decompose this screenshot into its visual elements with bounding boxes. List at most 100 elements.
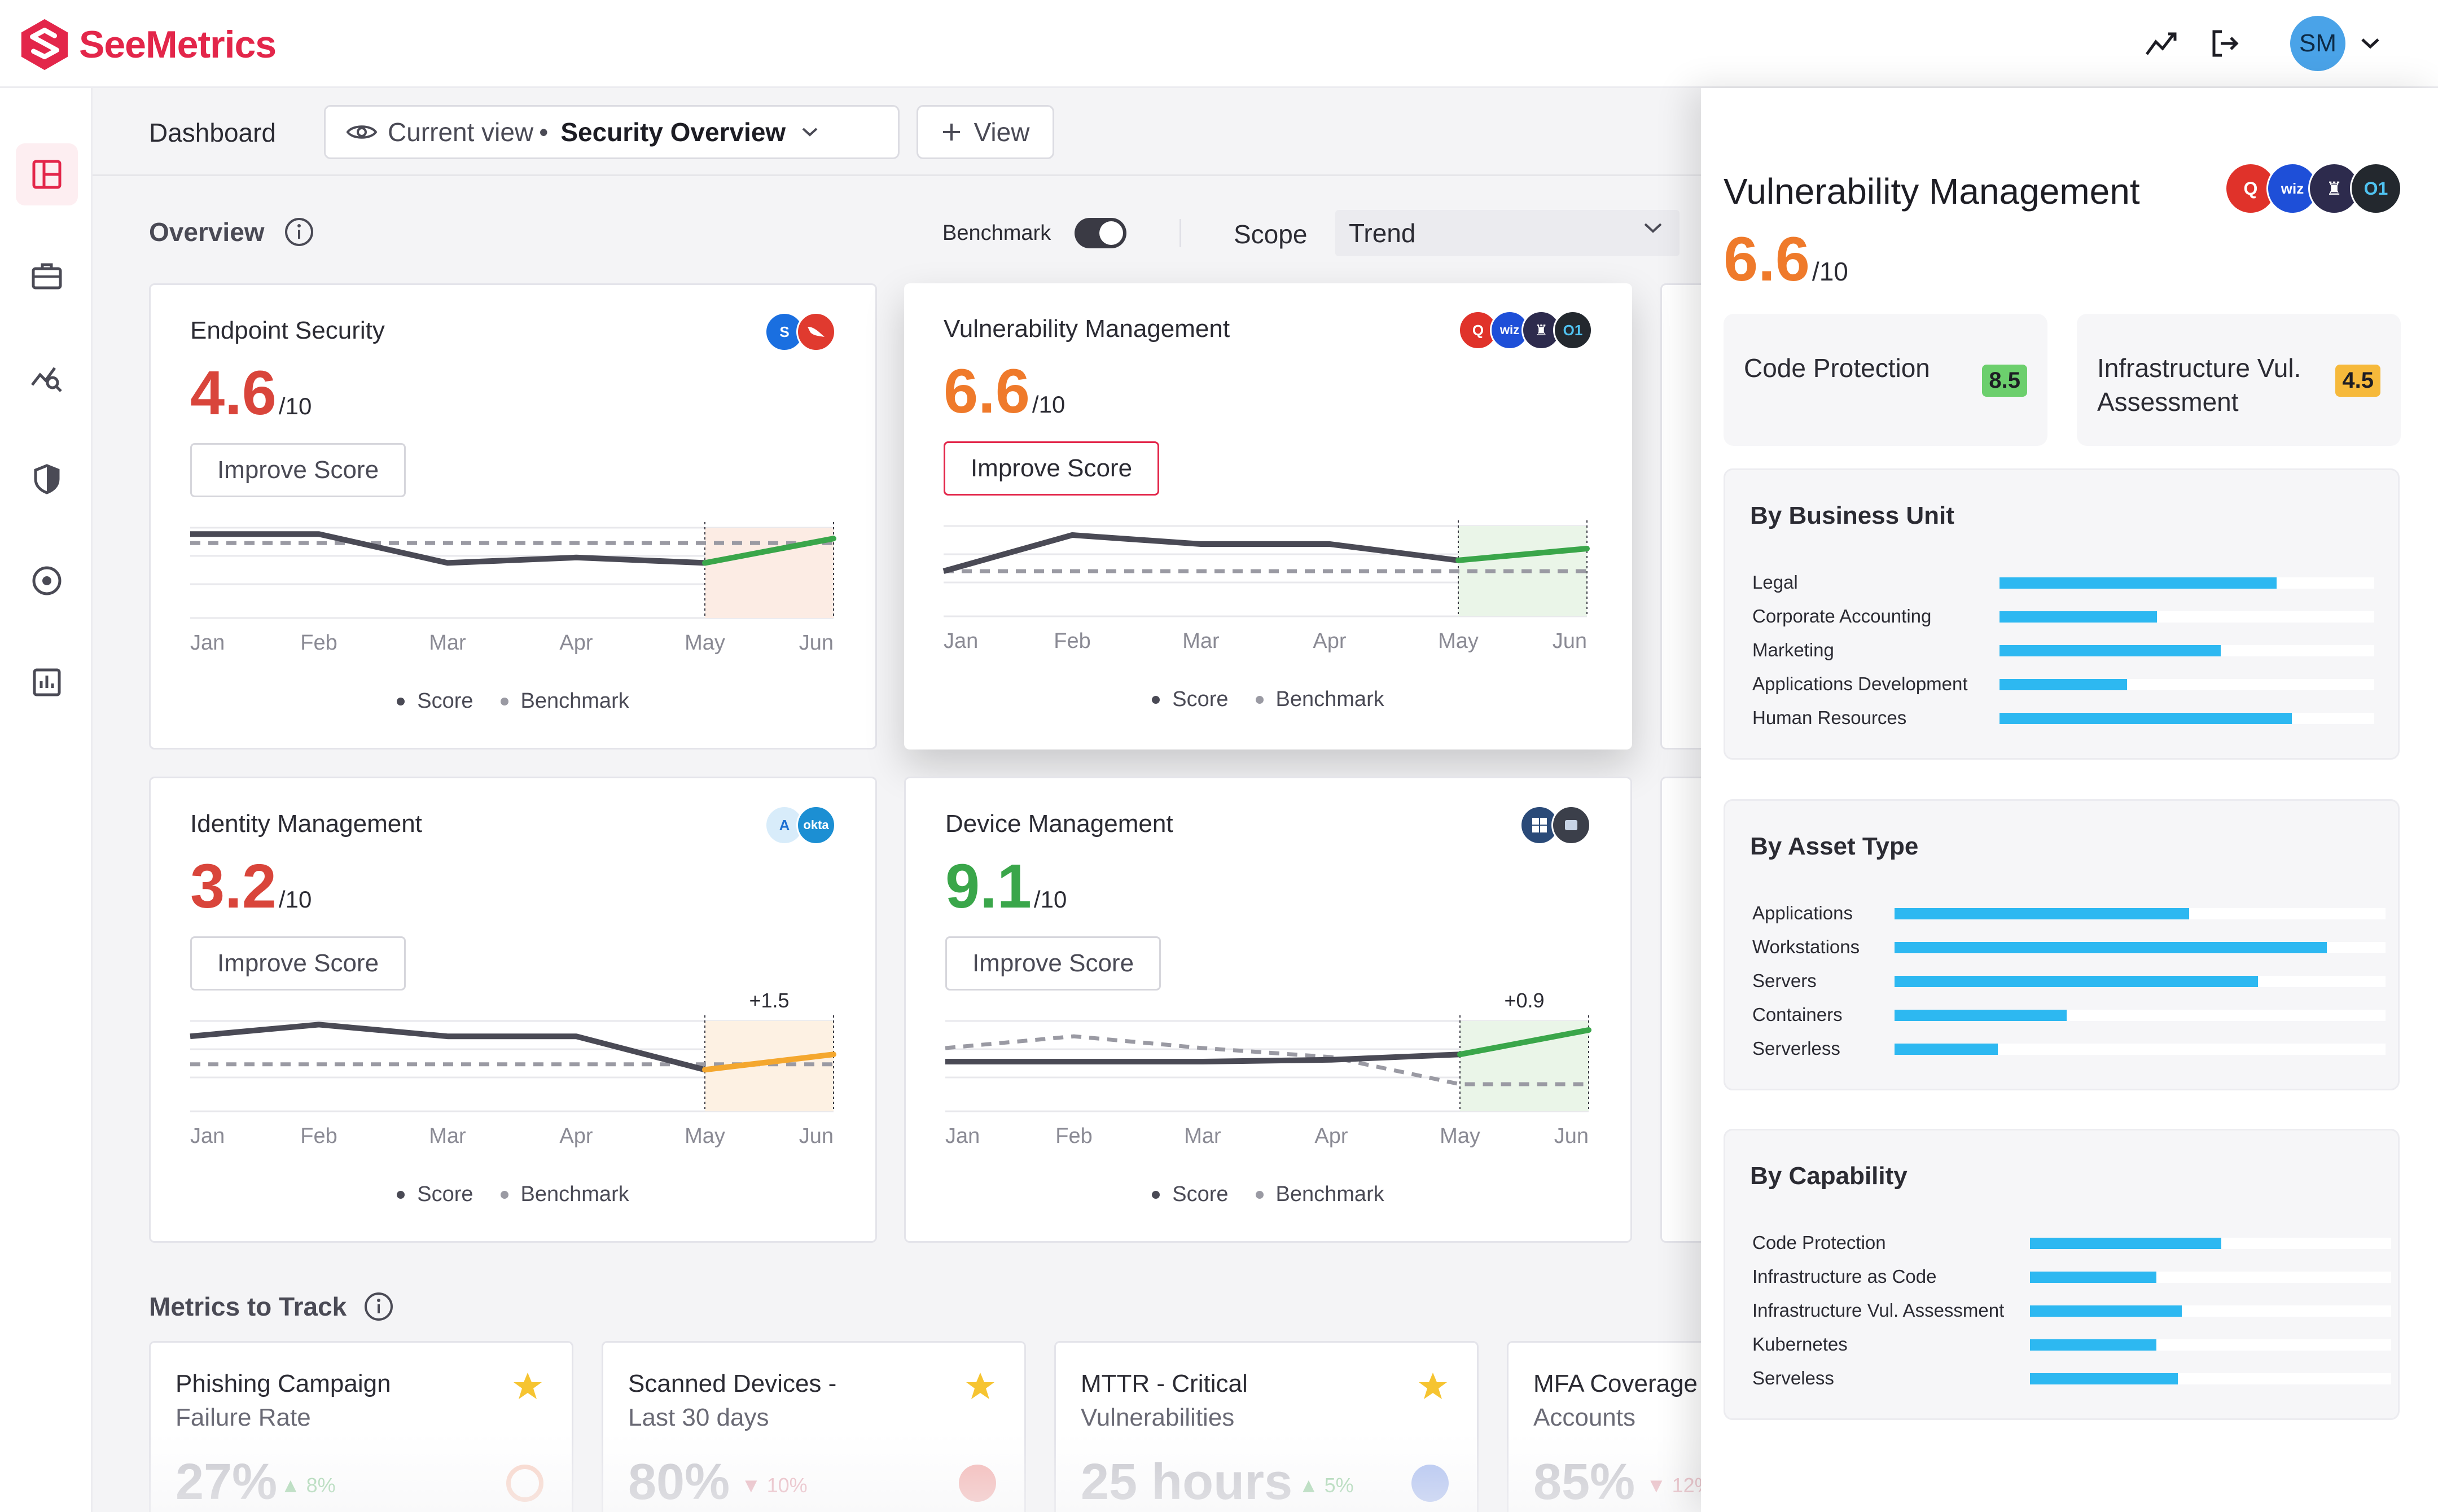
breakdown-bar[interactable]	[1895, 1044, 1998, 1055]
current-view-select[interactable]: Current view • Security Overview	[324, 105, 900, 159]
chevron-down-icon	[802, 128, 818, 137]
score-value: 6.6	[944, 357, 1030, 426]
tool-logos	[1520, 805, 1591, 845]
metric-value: 27%	[176, 1454, 278, 1510]
info-icon[interactable]	[284, 217, 314, 247]
sidebar-item-targets[interactable]	[16, 550, 78, 612]
subscore-infrastructure-vul-assessment[interactable]: Infrastructure Vul. Assessment 4.5	[2077, 314, 2401, 446]
breakdown-label: Containers	[1752, 1004, 1843, 1025]
scope-label: Scope	[1234, 220, 1308, 249]
card-title: Identity Management	[190, 810, 422, 838]
breakdown-bar[interactable]	[1895, 908, 2189, 919]
improve-score-button[interactable]: Improve Score	[944, 441, 1159, 496]
score-card-vulnerability-management[interactable]: Vulnerability Management Q wiz ♜ O1 6.6/…	[904, 283, 1632, 750]
breakdown-bar[interactable]	[2030, 1373, 2178, 1384]
score-value: 3.2	[190, 852, 277, 921]
qualys-icon	[959, 1465, 996, 1502]
analytics-icon[interactable]	[2141, 23, 2182, 64]
chart-legend: Score Benchmark	[151, 689, 875, 713]
detail-panel: Vulnerability Management Q wiz ♜ O1 6.6/…	[1701, 88, 2438, 1512]
breakdown-bar[interactable]	[2030, 1238, 2222, 1249]
improve-score-button[interactable]: Improve Score	[945, 936, 1161, 991]
breakdown-bar[interactable]	[1999, 645, 2221, 656]
metric-card[interactable]: Phishing Campaign Failure Rate 27% ▲ 8%	[149, 1341, 573, 1512]
scope-select[interactable]: Trend	[1335, 210, 1680, 256]
metrics-title: Metrics to Track	[149, 1291, 394, 1322]
target-icon	[32, 566, 62, 595]
legend-score: Score	[1152, 1182, 1229, 1207]
breakdown-label: Serverless	[1752, 1038, 1840, 1059]
star-icon[interactable]	[1417, 1371, 1449, 1401]
tool-logos: A okta	[765, 805, 836, 845]
user-avatar[interactable]: SM	[2290, 16, 2345, 71]
metric-card[interactable]: MTTR - Critical Vulnerabilities 25 hours…	[1054, 1341, 1479, 1512]
app-logo[interactable]: SeeMetrics	[17, 17, 277, 72]
improve-score-button[interactable]: Improve Score	[190, 443, 406, 497]
metric-subtitle: Failure Rate	[176, 1404, 311, 1431]
breakdown-bar[interactable]	[1895, 942, 2327, 953]
breakdown-bar[interactable]	[1999, 713, 2292, 724]
score-out-of: /10	[278, 393, 312, 419]
breakdown-bar-track	[1895, 942, 2386, 953]
chart-legend: Score Benchmark	[906, 1182, 1630, 1207]
breakdown-bar[interactable]	[1999, 577, 2277, 589]
star-icon[interactable]	[512, 1371, 543, 1401]
breakdown-label: Infrastructure Vul. Assessment	[1752, 1300, 2005, 1321]
info-icon[interactable]	[363, 1291, 394, 1322]
sidebar-item-insights[interactable]	[16, 347, 78, 409]
chevron-down-icon[interactable]	[2359, 32, 2382, 55]
breakdown-bar[interactable]	[1999, 679, 2127, 690]
breakdown-label: Code Protection	[1752, 1232, 1886, 1253]
target-icon	[506, 1465, 543, 1502]
trend-chart: +0.9 Jan Feb Mar Apr May Jun	[945, 989, 1591, 1148]
x-tick-label: Apr	[559, 631, 593, 655]
card-score: 4.6/10	[190, 357, 312, 429]
breadcrumb[interactable]: Dashboard	[149, 118, 277, 147]
benchmark-toggle[interactable]	[1075, 218, 1126, 248]
score-trend-segment	[1455, 546, 1590, 563]
breakdown-bar-track	[2030, 1305, 2391, 1317]
sidebar-item-inventory[interactable]	[16, 245, 78, 307]
score-card-device-management[interactable]: Device Management 9.1/10 Improve Score +…	[904, 777, 1632, 1243]
metric-value: 80%	[628, 1454, 730, 1510]
x-tick-label: Apr	[1314, 1124, 1348, 1148]
legend-benchmark: Benchmark	[1255, 687, 1384, 712]
score-card-identity-management[interactable]: Identity Management A okta 3.2/10 Improv…	[149, 777, 877, 1243]
card-title: Device Management	[945, 810, 1173, 838]
metric-title: Scanned Devices -	[628, 1370, 837, 1397]
improve-score-button[interactable]: Improve Score	[190, 936, 406, 991]
score-value: 9.1	[945, 852, 1032, 921]
sidebar-item-dashboard[interactable]	[16, 143, 78, 205]
score-series-line	[942, 532, 1459, 574]
breakdown-bar[interactable]	[2030, 1339, 2156, 1351]
seemetrics-logo-icon	[21, 19, 68, 71]
tool-logos: S	[765, 312, 836, 352]
trend-delta-label: +0.9	[1504, 989, 1544, 1012]
x-tick-label: Mar	[1182, 629, 1220, 653]
star-icon[interactable]	[964, 1371, 996, 1401]
subscore-code-protection[interactable]: Code Protection 8.5	[1724, 314, 2047, 446]
breakdown-bar[interactable]	[2030, 1305, 2182, 1317]
sidebar-item-reports[interactable]	[16, 651, 78, 713]
metric-card[interactable]: Scanned Devices - Last 30 days 80% ▼ 10%	[602, 1341, 1026, 1512]
x-tick-label: Jun	[1554, 1124, 1589, 1148]
score-card-endpoint-security[interactable]: Endpoint Security S 4.6/10 Improve Score…	[149, 283, 877, 750]
logout-icon[interactable]	[2204, 23, 2245, 64]
breakdown-bar-track	[1895, 1010, 2386, 1021]
breakdown-bar[interactable]	[1895, 1010, 2067, 1021]
breakdown-bar[interactable]	[1895, 976, 2258, 987]
sidebar-item-security[interactable]	[16, 448, 78, 510]
metric-subtitle: Accounts	[1533, 1404, 1635, 1431]
x-tick-label: Jan	[190, 631, 225, 655]
breakdown-bar[interactable]	[1999, 611, 2157, 623]
breakdown-bar[interactable]	[2030, 1272, 2156, 1283]
add-view-button[interactable]: View	[917, 105, 1054, 159]
metrics-title-text: Metrics to Track	[149, 1292, 347, 1321]
metric-title: Phishing Campaign	[176, 1370, 391, 1397]
subscore-name: Code Protection	[1744, 353, 1930, 383]
section-by-capability: By Capability Code Protection Infrastruct…	[1724, 1129, 2400, 1420]
breakdown-label: Kubernetes	[1752, 1334, 1848, 1355]
section-title: By Asset Type	[1750, 832, 1919, 860]
breakdown-bar-track	[1895, 908, 2386, 919]
wiz-icon	[1411, 1465, 1449, 1502]
